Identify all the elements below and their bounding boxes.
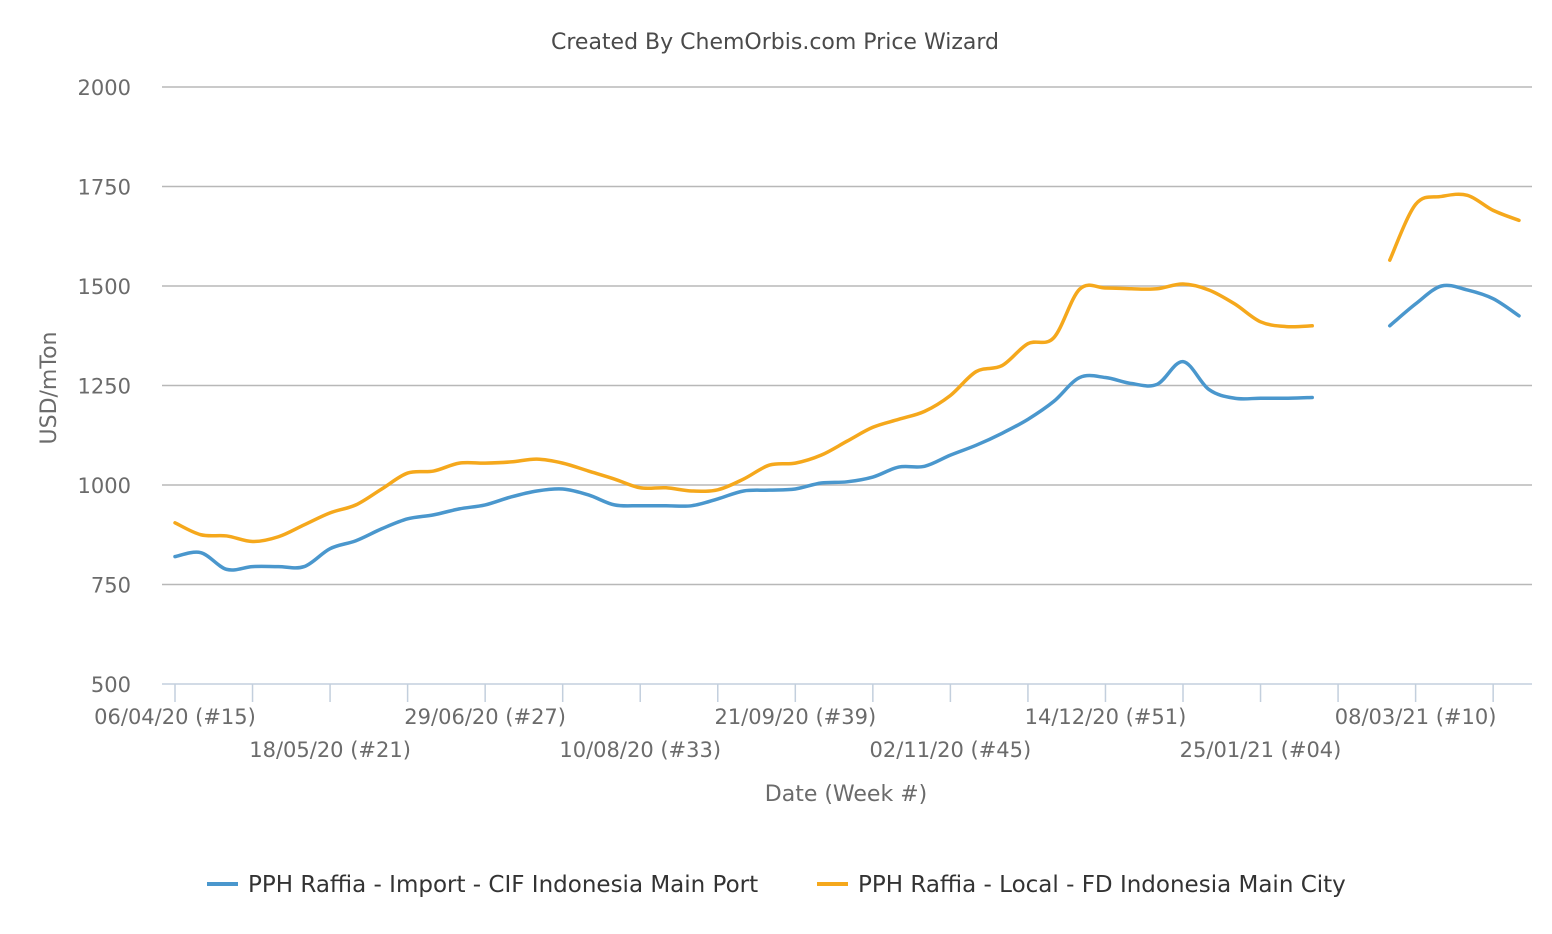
x-tick-label: 25/01/21 (#04): [1180, 738, 1342, 762]
y-tick-label: 1750: [78, 176, 131, 200]
y-tick-label: 1500: [78, 275, 131, 299]
legend: PPH Raffia - Import - CIF Indonesia Main…: [207, 872, 1346, 898]
chart-title: Created By ChemOrbis.com Price Wizard: [551, 30, 999, 55]
legend-label: PPH Raffia - Import - CIF Indonesia Main…: [248, 872, 758, 898]
x-tick-label: 29/06/20 (#27): [404, 705, 566, 729]
legend-item-2[interactable]: PPH Raffia - Local - FD Indonesia Main C…: [817, 872, 1346, 898]
x-tick-label: 10/08/20 (#33): [559, 738, 721, 762]
series-line-1: [173, 359, 1314, 572]
x-tick-label: 06/04/20 (#15): [94, 705, 256, 729]
x-tick-label: 18/05/20 (#21): [249, 738, 411, 762]
y-tick-label: 500: [91, 673, 131, 697]
series-line-2: [173, 282, 1314, 544]
x-tick-label: 02/11/20 (#45): [870, 738, 1032, 762]
series-lines: [173, 192, 1521, 572]
gridlines: [162, 86, 1532, 586]
legend-label: PPH Raffia - Local - FD Indonesia Main C…: [858, 872, 1346, 898]
series-line-2: [1388, 192, 1521, 262]
y-tick-label: 750: [91, 574, 131, 598]
series-line-1: [1388, 283, 1521, 328]
legend-item-1[interactable]: PPH Raffia - Import - CIF Indonesia Main…: [207, 872, 758, 898]
x-tick-label: 14/12/20 (#51): [1025, 705, 1187, 729]
x-tick-label: 21/09/20 (#39): [714, 705, 876, 729]
x-axis: 06/04/20 (#15) 18/05/20 (#21) 29/06/20 (#2…: [94, 683, 1532, 762]
y-axis-label: USD/mTon: [37, 332, 62, 445]
y-tick-label: 1000: [78, 474, 131, 498]
x-tick-label: 08/03/21 (#10): [1335, 705, 1497, 729]
y-axis-ticks: 500 750 1000 1250 1500 1750 2000: [78, 76, 131, 697]
y-tick-label: 1250: [78, 375, 131, 399]
x-axis-label: Date (Week #): [765, 782, 927, 807]
y-tick-label: 2000: [78, 76, 131, 100]
